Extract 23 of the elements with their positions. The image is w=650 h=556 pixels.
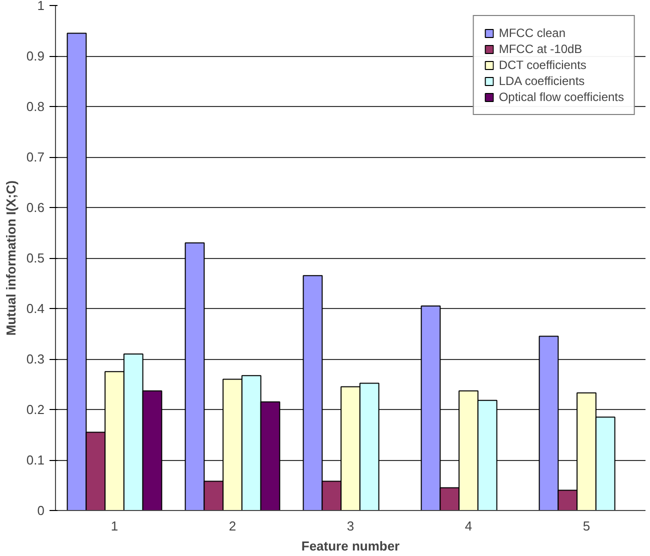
legend-label: Optical flow coefficients xyxy=(498,90,624,104)
y-tick-label: 0.9 xyxy=(26,48,45,64)
y-tick-label: 0.3 xyxy=(26,352,45,366)
legend-label: MFCC clean xyxy=(498,26,566,40)
y-tick-label: 0.1 xyxy=(26,452,45,468)
y-tick-label: 0.7 xyxy=(26,150,45,164)
legend-label: LDA coefficients xyxy=(498,74,585,88)
x-tick-label: 5 xyxy=(582,518,590,534)
y-tick-label: 0.2 xyxy=(26,402,45,417)
x-axis-title: Feature number xyxy=(301,538,400,554)
y-tick-label: 0.5 xyxy=(26,250,45,266)
x-tick-label: 2 xyxy=(228,518,236,534)
y-tick-label: 0.8 xyxy=(26,99,45,114)
x-tick-label: 1 xyxy=(110,518,118,534)
legend-label: MFCC at -10dB xyxy=(498,42,582,56)
y-tick-label: 0.6 xyxy=(26,200,45,215)
legend-label: DCT coefficients xyxy=(498,58,586,72)
x-tick-label: 3 xyxy=(346,518,354,534)
y-tick-label: 1 xyxy=(37,0,45,13)
x-tick-label: 4 xyxy=(464,518,472,534)
y-axis-title: Mutual information I(X;C) xyxy=(3,180,18,336)
y-tick-label: 0 xyxy=(37,503,45,518)
y-tick-label: 0.4 xyxy=(26,301,45,316)
